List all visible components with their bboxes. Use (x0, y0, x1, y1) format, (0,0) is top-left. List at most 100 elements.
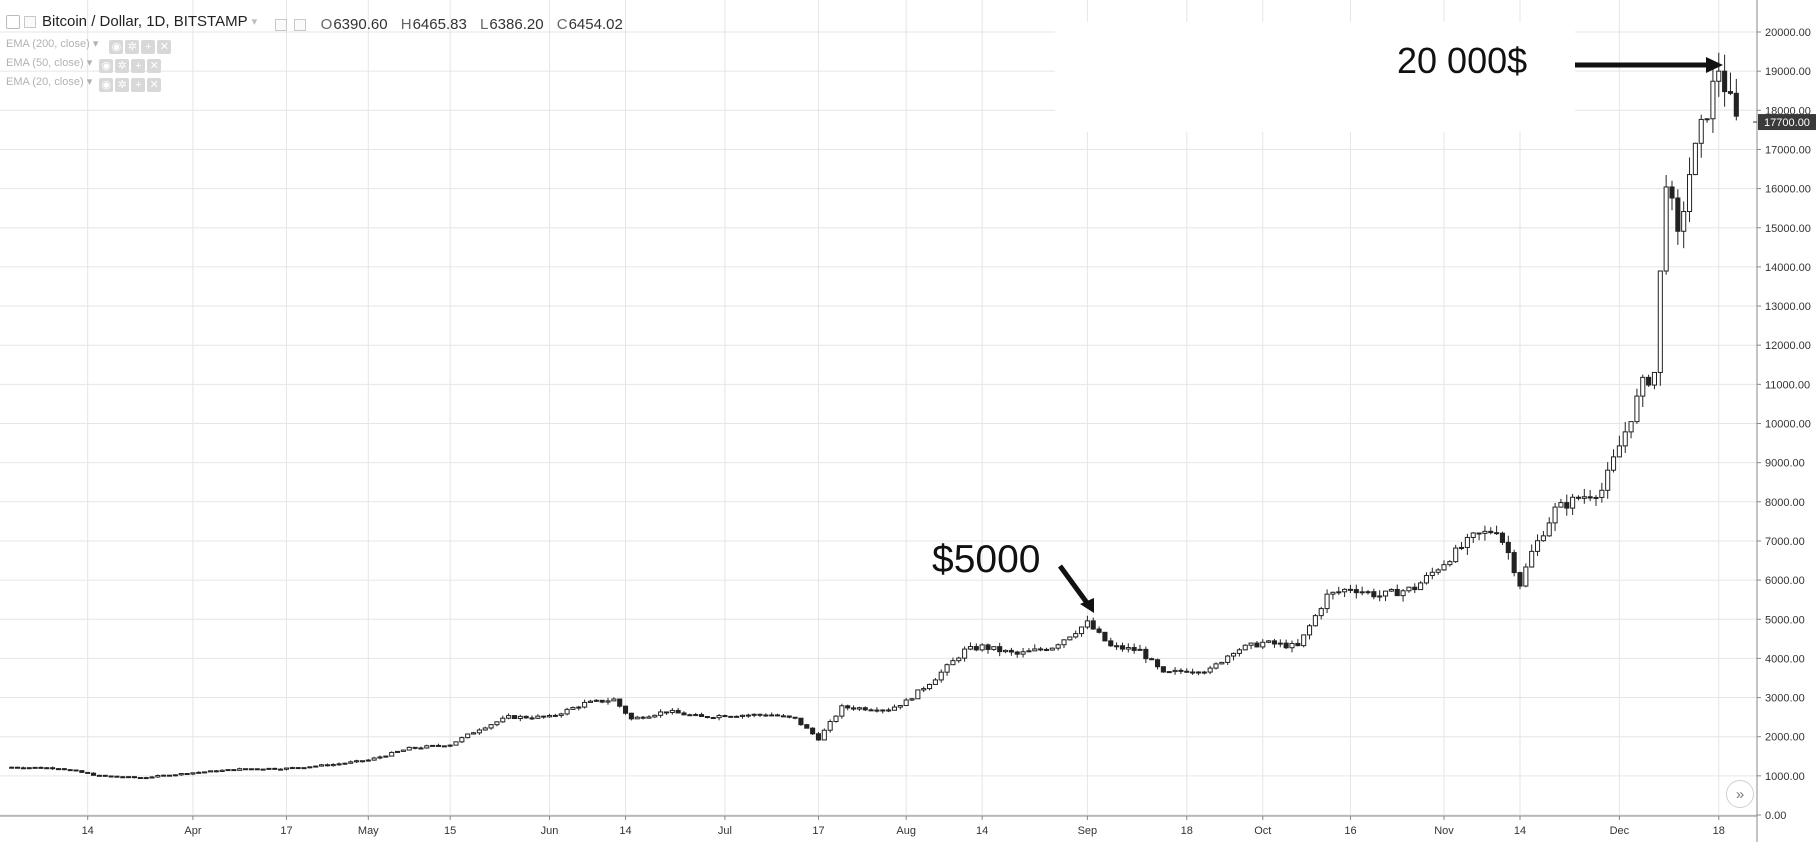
close-icon[interactable]: ✕ (157, 40, 172, 54)
candle-body (494, 721, 500, 726)
candle-body (1114, 645, 1120, 648)
symbol-title[interactable]: Bitcoin / Dollar, 1D, BITSTAMP (42, 13, 248, 30)
add-icon[interactable]: + (131, 78, 146, 92)
candle-body (400, 749, 406, 752)
indicator-row[interactable]: EMA (20, close) ▾ ◉ ✲ + ✕ (6, 73, 623, 92)
time-tick-label: Dec (1610, 825, 1630, 837)
candle-body (190, 772, 196, 775)
add-icon[interactable]: + (131, 59, 146, 73)
candle-body (1119, 645, 1126, 650)
candle-body (804, 724, 810, 729)
candle-body (1593, 496, 1599, 499)
candle-body (1213, 663, 1219, 669)
candle-body (1669, 186, 1675, 199)
candle-body (1523, 566, 1529, 587)
close-icon[interactable]: ✕ (147, 78, 162, 92)
gear-icon[interactable]: ✲ (115, 78, 130, 92)
price-tick-label: 4000.00 (1765, 653, 1805, 665)
candle-body (529, 717, 535, 720)
chevron-down-icon[interactable]: ▾ (251, 16, 258, 28)
candle-body (1704, 118, 1710, 121)
candle-body (716, 715, 722, 719)
candle-body (196, 771, 202, 774)
candle-body (342, 762, 348, 765)
candle-body (1266, 640, 1272, 643)
add-icon[interactable]: + (141, 40, 156, 54)
candle-body (1365, 591, 1371, 594)
candle-body (73, 769, 79, 772)
candle-body (956, 657, 962, 662)
candle-body (225, 769, 231, 772)
candle-body (681, 712, 687, 716)
candle-body (108, 775, 114, 778)
gear-icon[interactable]: ✲ (115, 59, 130, 73)
gear-icon[interactable]: ✲ (125, 40, 140, 54)
candle-body (1178, 669, 1184, 672)
candle-body (61, 768, 67, 771)
eye-icon[interactable]: ◉ (99, 59, 114, 73)
candle-body (1137, 648, 1143, 651)
candle-body (412, 746, 418, 749)
candle-body (587, 700, 594, 703)
price-tick-label: 5000.00 (1765, 614, 1805, 626)
chart-legend: Bitcoin / Dollar, 1D, BITSTAMP ▾ O6390.6… (6, 12, 623, 92)
scroll-to-realtime-button[interactable]: » (1726, 780, 1754, 808)
candle-body (985, 644, 991, 650)
candle-body (1727, 91, 1734, 94)
candle-body (1698, 118, 1704, 144)
candle-body (1090, 620, 1096, 630)
eye-icon[interactable] (275, 19, 288, 31)
candle-body (535, 715, 541, 719)
candle-body (628, 712, 634, 720)
candle-body (1020, 651, 1026, 655)
time-tick-label: 14 (1514, 825, 1526, 837)
candle-body (991, 646, 997, 650)
candle-body (348, 761, 354, 764)
candle-body (868, 709, 874, 712)
candle-body (1646, 376, 1652, 386)
candle-body (1722, 70, 1728, 93)
candle-body (1166, 671, 1172, 674)
time-tick-label: 17 (280, 825, 292, 837)
candle-body (1248, 642, 1254, 646)
arrow-head-icon (1706, 57, 1723, 73)
candle-body (1271, 640, 1278, 645)
candle-body (289, 767, 295, 770)
price-tick-label: 11000.00 (1765, 379, 1810, 391)
price-tick-label: 2000.00 (1765, 732, 1805, 744)
indicator-row[interactable]: EMA (200, close) ▾ ◉ ✲ + ✕ (6, 35, 623, 54)
time-tick-label: Jun (541, 825, 559, 837)
candle-body (1587, 496, 1593, 499)
candle-body (745, 714, 751, 717)
candle-body (1494, 532, 1500, 535)
candle-body (552, 714, 558, 717)
gear-icon[interactable] (293, 19, 306, 31)
last-price-tag: 17700.00 (1764, 117, 1810, 129)
price-tick-label: 6000.00 (1765, 575, 1805, 587)
time-tick-label: 14 (619, 825, 631, 837)
candle-body (880, 709, 886, 712)
candle-body (704, 716, 710, 719)
bar-style-icon[interactable] (24, 16, 36, 28)
time-tick-label: 16 (1344, 825, 1356, 837)
candle-body (1605, 469, 1611, 491)
candle-body (441, 745, 447, 748)
candle-body (1435, 569, 1441, 573)
candle-body (617, 698, 623, 707)
indicator-row[interactable]: EMA (50, close) ▾ ◉ ✲ + ✕ (6, 54, 623, 73)
collapse-icon[interactable] (6, 15, 20, 29)
candle-body (821, 729, 827, 741)
close-icon[interactable]: ✕ (147, 59, 162, 73)
eye-icon[interactable]: ◉ (109, 40, 124, 54)
last-price-tag-bg (1758, 114, 1816, 131)
candle-body (856, 707, 862, 710)
candle-body (278, 768, 284, 771)
candle-body (891, 706, 898, 711)
candle-body (734, 715, 740, 718)
eye-icon[interactable]: ◉ (99, 78, 114, 92)
candle-body (1195, 671, 1202, 674)
candle-body (506, 715, 512, 719)
candle-body (915, 689, 921, 700)
